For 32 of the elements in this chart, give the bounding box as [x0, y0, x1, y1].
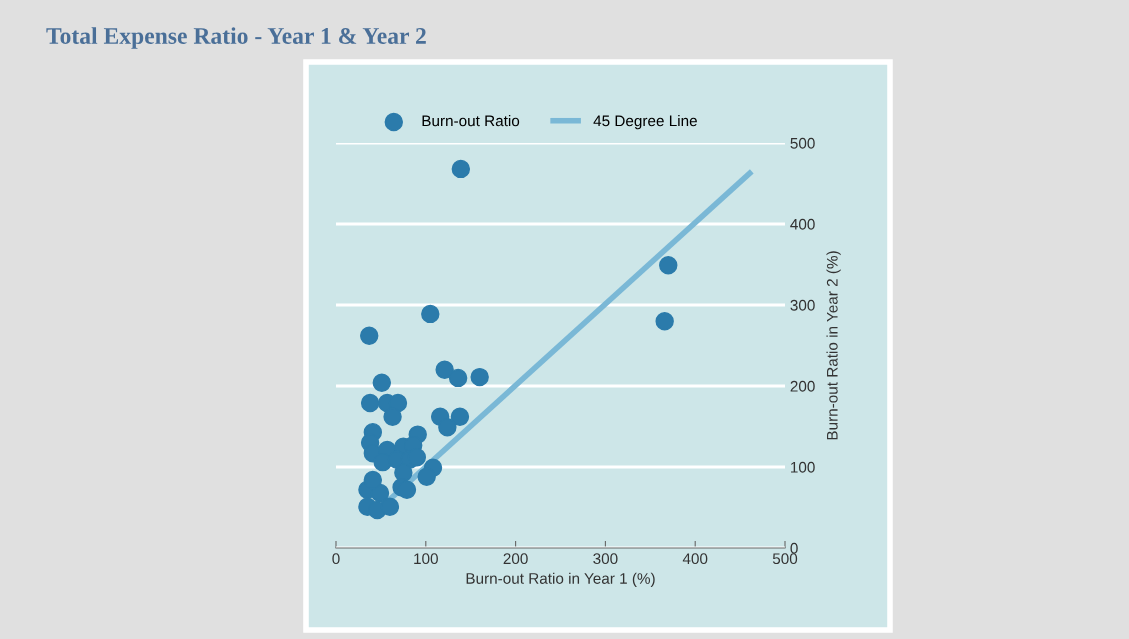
point — [448, 368, 468, 388]
y-tick-label: 100 — [791, 461, 815, 473]
point — [470, 367, 489, 387]
x-axis-title: Burn-out Ratio in Year 1 (%) — [466, 572, 655, 587]
y-axis-title: Burn-out Ratio in Year 2 (%) — [826, 251, 841, 440]
x-tick-label: 300 — [593, 553, 618, 565]
legend-label: 45 Degree Line — [593, 115, 697, 130]
point — [451, 159, 471, 179]
point — [421, 304, 440, 324]
x-tick-label: 100 — [414, 553, 438, 565]
x-tick-label: 400 — [682, 553, 708, 565]
point — [360, 393, 380, 413]
x-tick-label: 200 — [503, 553, 528, 565]
x-tick-label: 0 — [332, 553, 340, 565]
y-tick-label: 0 — [790, 542, 798, 554]
x-tick-label: 500 — [772, 553, 798, 565]
point — [438, 418, 457, 437]
point — [360, 326, 379, 345]
point — [659, 256, 678, 275]
y-tick-label: 500 — [790, 137, 815, 149]
chart-title: Total Expense Ratio - Year 1 & Year 2 — [46, 27, 426, 49]
y-tick-label: 200 — [790, 380, 815, 392]
point — [435, 360, 454, 380]
legend-label: Burn-out Ratio — [422, 115, 520, 127]
y-tick-label: 400 — [790, 218, 815, 230]
point — [372, 373, 391, 392]
point — [655, 311, 674, 331]
point — [450, 407, 470, 426]
point — [397, 480, 417, 499]
point — [380, 497, 400, 516]
y-tick-label: 300 — [790, 299, 815, 311]
point — [417, 467, 436, 486]
